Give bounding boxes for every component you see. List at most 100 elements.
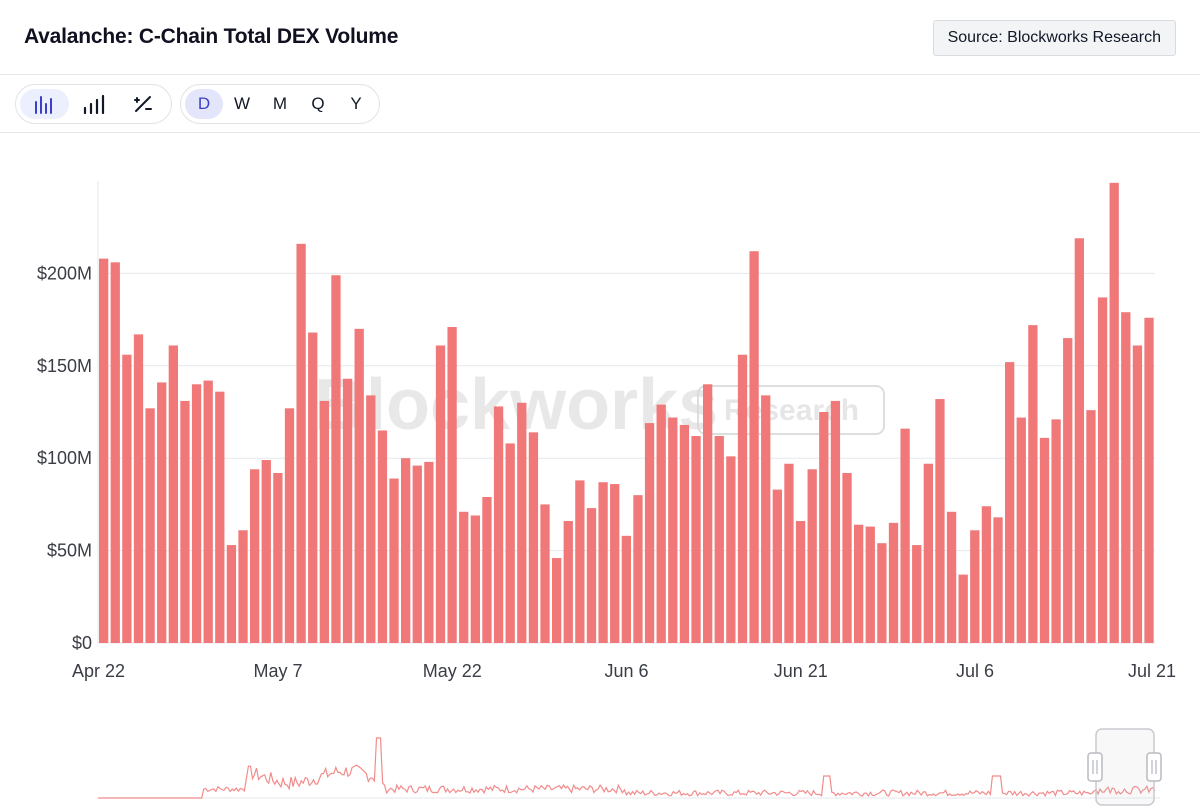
bar[interactable] bbox=[540, 504, 550, 643]
bar[interactable] bbox=[854, 524, 864, 643]
bar[interactable] bbox=[610, 484, 620, 643]
period-month-button[interactable]: M bbox=[272, 94, 288, 113]
bar[interactable] bbox=[946, 511, 957, 643]
bar[interactable] bbox=[552, 557, 562, 643]
bar[interactable] bbox=[772, 489, 782, 643]
bar[interactable] bbox=[412, 465, 422, 643]
bar[interactable] bbox=[1109, 182, 1119, 643]
bar[interactable] bbox=[401, 458, 411, 643]
bar[interactable] bbox=[993, 517, 1003, 643]
bar-chart-button[interactable] bbox=[20, 89, 69, 119]
navigator-left-handle[interactable] bbox=[1087, 752, 1103, 782]
bar[interactable] bbox=[284, 408, 295, 643]
bar[interactable] bbox=[1063, 338, 1073, 643]
bar[interactable] bbox=[1121, 312, 1131, 643]
bar[interactable] bbox=[784, 463, 794, 643]
bar[interactable] bbox=[575, 480, 585, 643]
bar[interactable] bbox=[1005, 362, 1015, 643]
bar[interactable] bbox=[1097, 297, 1108, 643]
bar[interactable] bbox=[110, 262, 120, 643]
bar[interactable] bbox=[830, 400, 841, 643]
bar[interactable] bbox=[703, 384, 713, 643]
bar[interactable] bbox=[203, 380, 213, 643]
bar[interactable] bbox=[424, 461, 434, 643]
bar[interactable] bbox=[482, 497, 492, 643]
bar[interactable] bbox=[1051, 419, 1061, 643]
bar[interactable] bbox=[308, 332, 318, 643]
signal-bars-button[interactable] bbox=[69, 89, 118, 119]
bar[interactable] bbox=[168, 345, 178, 643]
bar[interactable] bbox=[493, 406, 504, 643]
bar[interactable] bbox=[1039, 437, 1050, 643]
bar[interactable] bbox=[819, 412, 829, 643]
bar[interactable] bbox=[970, 530, 980, 643]
bar[interactable] bbox=[273, 472, 283, 643]
bar[interactable] bbox=[215, 391, 225, 643]
bar[interactable] bbox=[877, 543, 887, 643]
bar[interactable] bbox=[180, 400, 190, 643]
bar[interactable] bbox=[377, 430, 388, 643]
bar[interactable] bbox=[122, 354, 132, 643]
bar[interactable] bbox=[737, 354, 748, 643]
bar[interactable] bbox=[342, 378, 353, 643]
range-navigator[interactable] bbox=[0, 715, 1200, 811]
bar[interactable] bbox=[145, 408, 155, 643]
bar[interactable] bbox=[795, 521, 806, 643]
bar[interactable] bbox=[668, 417, 678, 643]
bar[interactable] bbox=[435, 345, 446, 643]
bar[interactable] bbox=[1144, 317, 1154, 643]
navigator-right-handle[interactable] bbox=[1146, 752, 1162, 782]
bar[interactable] bbox=[1132, 345, 1143, 643]
bar[interactable] bbox=[133, 334, 144, 643]
bar[interactable] bbox=[1086, 410, 1096, 643]
source-button[interactable]: Source: Blockworks Research bbox=[932, 20, 1176, 56]
bar[interactable] bbox=[621, 535, 631, 643]
bar[interactable] bbox=[517, 402, 527, 643]
bar[interactable] bbox=[238, 530, 248, 643]
bar[interactable] bbox=[1016, 417, 1026, 643]
bar[interactable] bbox=[842, 472, 852, 643]
bar[interactable] bbox=[389, 478, 399, 643]
bar[interactable] bbox=[1028, 325, 1038, 643]
bar[interactable] bbox=[598, 482, 608, 643]
period-quarter-button[interactable]: Q bbox=[311, 94, 325, 113]
bar[interactable] bbox=[354, 328, 364, 643]
period-day-button[interactable]: D bbox=[185, 89, 223, 119]
bar[interactable] bbox=[226, 545, 237, 643]
navigator-selection[interactable] bbox=[1095, 728, 1155, 806]
bar[interactable] bbox=[912, 545, 922, 643]
bar[interactable] bbox=[726, 456, 736, 643]
bar[interactable] bbox=[505, 443, 515, 643]
bar[interactable] bbox=[366, 395, 376, 643]
bar[interactable] bbox=[981, 506, 992, 643]
bar[interactable] bbox=[586, 508, 597, 643]
bar[interactable] bbox=[459, 511, 469, 643]
bar[interactable] bbox=[656, 404, 666, 643]
bar[interactable] bbox=[958, 574, 968, 643]
bar[interactable] bbox=[679, 424, 690, 643]
bar[interactable] bbox=[99, 258, 109, 643]
bar[interactable] bbox=[888, 522, 899, 643]
bar[interactable] bbox=[331, 275, 341, 643]
bar[interactable] bbox=[807, 469, 817, 643]
bar[interactable] bbox=[157, 382, 167, 643]
bar[interactable] bbox=[900, 428, 910, 643]
bar[interactable] bbox=[714, 436, 724, 643]
bar[interactable] bbox=[447, 326, 457, 643]
period-week-button[interactable]: W bbox=[233, 94, 251, 113]
bar[interactable] bbox=[319, 400, 329, 643]
bar[interactable] bbox=[749, 251, 759, 643]
bar[interactable] bbox=[296, 243, 306, 643]
bar[interactable] bbox=[935, 399, 945, 643]
bar[interactable] bbox=[923, 463, 933, 643]
bar[interactable] bbox=[644, 423, 655, 643]
period-year-button[interactable]: Y bbox=[350, 94, 362, 113]
bar[interactable] bbox=[761, 395, 771, 643]
bar[interactable] bbox=[470, 515, 480, 643]
percent-button[interactable] bbox=[118, 89, 167, 119]
bar[interactable] bbox=[865, 526, 875, 643]
bar[interactable] bbox=[191, 384, 202, 643]
bar[interactable] bbox=[633, 495, 643, 643]
bar[interactable] bbox=[261, 460, 271, 643]
bar[interactable] bbox=[1074, 238, 1084, 643]
